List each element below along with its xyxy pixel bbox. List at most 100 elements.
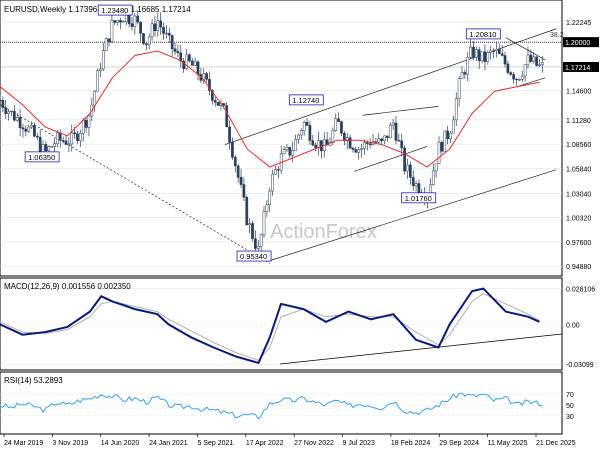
rsi-tick-label: 30	[566, 414, 574, 421]
candle-body	[299, 130, 303, 136]
candle-body	[331, 130, 335, 143]
macd-tick-label: 0.00	[566, 322, 580, 329]
candle-body	[84, 120, 88, 128]
macd-y-axis: 0.028106 0.00 -0.03099	[566, 286, 595, 369]
candle-body	[78, 132, 82, 142]
candle-body	[107, 38, 111, 42]
price-annotation-box	[465, 28, 501, 40]
price-annotation-box	[401, 192, 437, 204]
candle-body	[397, 140, 401, 142]
x-axis: 24 Mar 2019 3 Nov 2019 14 Jun 2020 24 Jan 2…	[3, 434, 576, 447]
candle-body	[469, 46, 472, 58]
candle-body	[463, 72, 467, 75]
candle-body	[101, 50, 105, 70]
candle-body	[466, 57, 470, 75]
x-tick-label: 21 Dec 2025	[536, 440, 576, 447]
price-tick-label: 1.03040	[566, 191, 591, 198]
candle-body	[12, 110, 16, 121]
triangle-upper-line	[505, 37, 546, 61]
candle-body	[472, 46, 475, 58]
candle-body	[245, 197, 249, 225]
candle-body	[449, 132, 452, 140]
candle-body	[1, 100, 5, 108]
trend-lines	[0, 28, 557, 264]
candle-body	[520, 75, 524, 80]
last-price-text: 1.17214	[565, 65, 590, 72]
candle-body	[282, 149, 286, 155]
candle-body	[434, 163, 438, 172]
price-annotation-text: 1.23480	[101, 6, 128, 15]
candle-body	[262, 211, 266, 236]
candle-body	[294, 139, 297, 151]
candle-body	[523, 64, 527, 77]
candle-body	[4, 107, 8, 114]
triangle-lower-line	[516, 77, 546, 88]
candle-body	[182, 60, 185, 69]
candle-body	[61, 140, 65, 142]
candle-body	[368, 143, 372, 146]
macd-panel-frame	[0, 277, 563, 371]
candle-body	[56, 132, 59, 144]
candle-body	[205, 73, 208, 80]
candle-body	[210, 90, 214, 101]
candle-body	[406, 164, 409, 172]
candle-body	[443, 130, 447, 152]
price-annotation-box	[24, 151, 60, 163]
x-tick-label: 29 Sep 2024	[439, 440, 479, 447]
candle-body	[176, 51, 180, 54]
candle-body	[345, 137, 349, 142]
candle-body	[256, 246, 260, 249]
x-tick-label: 17 Apr 2022	[246, 440, 284, 447]
candle-body	[340, 121, 343, 134]
candle-body	[225, 105, 229, 128]
price-gridlines	[0, 21, 562, 267]
candle-body	[15, 116, 19, 121]
candle-body	[526, 54, 530, 66]
candle-body	[308, 125, 312, 141]
candle-body	[24, 128, 28, 132]
price-annotation-box	[97, 4, 133, 16]
price-tick-label: 1.11280	[566, 118, 591, 125]
watermark: ActionForex	[270, 221, 377, 243]
candle-body	[305, 122, 309, 126]
candle-body	[500, 53, 504, 56]
price-annotation-text: 0.95340	[240, 252, 267, 261]
candle-body	[474, 49, 478, 58]
support-dashed-line	[0, 104, 270, 264]
candle-body	[208, 79, 211, 91]
candle-body	[452, 119, 455, 134]
candle-body	[30, 125, 33, 128]
candle-body	[529, 54, 533, 62]
candle-body	[274, 169, 277, 175]
candle-body	[7, 111, 10, 114]
candle-body	[538, 64, 541, 66]
candle-body	[365, 142, 369, 144]
candle-body	[233, 157, 237, 167]
candle-body	[254, 238, 257, 249]
candle-body	[512, 74, 515, 80]
candle-body	[87, 115, 91, 128]
candle-body	[133, 15, 137, 27]
candle-body	[96, 70, 99, 92]
candle-body	[104, 38, 108, 51]
candle-body	[532, 56, 536, 62]
last-price-badge	[563, 61, 599, 72]
candle-body	[414, 183, 418, 187]
price-candles	[0, 10, 544, 254]
price-tick-label: 0.97600	[566, 240, 591, 247]
candle-body	[259, 234, 263, 247]
candle-body	[314, 144, 317, 148]
candle-body	[317, 140, 320, 148]
candle-body	[297, 134, 300, 140]
candle-body	[486, 51, 490, 62]
candle-body	[193, 61, 197, 66]
price-tick-label: 1.22245	[566, 20, 591, 27]
candle-body	[509, 72, 513, 75]
candle-body	[119, 20, 122, 23]
macd-tick-label: 0.028106	[566, 286, 595, 293]
macd-tick-label: -0.03099	[566, 362, 594, 369]
x-tick-label: 24 Jan 2021	[149, 440, 188, 447]
candle-body	[380, 138, 383, 142]
candle-body	[27, 126, 31, 132]
